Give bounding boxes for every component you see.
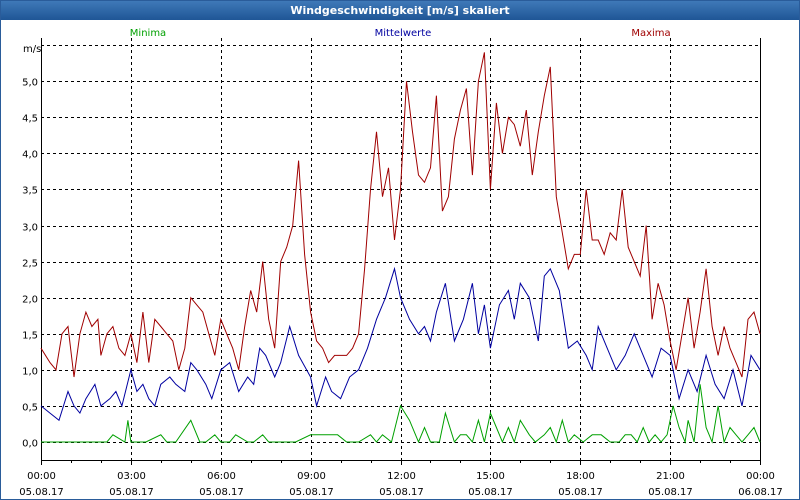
chart-title: Windgeschwindigkeit [m/s] skaliert — [1, 1, 799, 20]
x-tick-date-label: 05.08.17 — [468, 487, 513, 498]
y-tick-label: 2,5 — [22, 259, 38, 270]
series-line-minima — [41, 384, 761, 444]
y-tick-label: 5,0 — [22, 78, 38, 89]
y-tick-label: 3,0 — [22, 223, 38, 234]
x-tick-time-label: 00:00 — [746, 471, 775, 482]
x-tick-time-label: 09:00 — [297, 471, 326, 482]
x-tick-date-label: 05.08.17 — [379, 487, 424, 498]
series-lines — [40, 52, 761, 444]
legend-entry-maxima: Maxima — [631, 28, 670, 39]
series-line-mittelwerte — [40, 266, 761, 422]
legend-entry-mittelwerte: Mittelwerte — [375, 28, 432, 39]
y-tick-label: 4,5 — [22, 114, 38, 125]
x-tick-date-label: 05.08.17 — [199, 487, 244, 498]
x-tick-date-label: 05.08.17 — [558, 487, 603, 498]
y-tick-label: 0,0 — [22, 439, 38, 450]
x-tick-date-label: 06.08.17 — [738, 487, 783, 498]
x-tick-time-label: 03:00 — [117, 471, 146, 482]
x-tick-time-label: 00:00 — [27, 471, 56, 482]
x-tick-time-label: 18:00 — [566, 471, 595, 482]
y-axis-unit-label: m/s — [23, 44, 41, 55]
y-tick-label: 1,0 — [22, 367, 38, 378]
axes — [41, 38, 761, 465]
y-tick-label: 0,5 — [22, 403, 38, 414]
tick-labels: 0,0 0,5 1,0 1,5 2,0 2,5 3,0 3,5 4,0 4,5 5,0 00:00 05… — [19, 28, 783, 498]
x-tick-time-label: 21:00 — [656, 471, 685, 482]
legend-entry-minima: Minima — [130, 28, 166, 39]
x-tick-date-label: 05.08.17 — [19, 487, 64, 498]
x-tick-time-label: 12:00 — [387, 471, 416, 482]
y-tick-label: 4,0 — [22, 150, 38, 161]
x-tick-time-label: 06:00 — [207, 471, 236, 482]
y-tick-label: 2,0 — [22, 295, 38, 306]
grid — [41, 38, 760, 460]
series-line-maxima — [40, 52, 761, 378]
y-tick-label: 3,5 — [22, 186, 38, 197]
x-tick-time-label: 15:00 — [476, 471, 505, 482]
x-tick-date-label: 05.08.17 — [109, 487, 154, 498]
y-tick-label: 1,5 — [22, 331, 38, 342]
x-tick-date-label: 05.08.17 — [648, 487, 693, 498]
x-tick-date-label: 05.08.17 — [289, 487, 334, 498]
